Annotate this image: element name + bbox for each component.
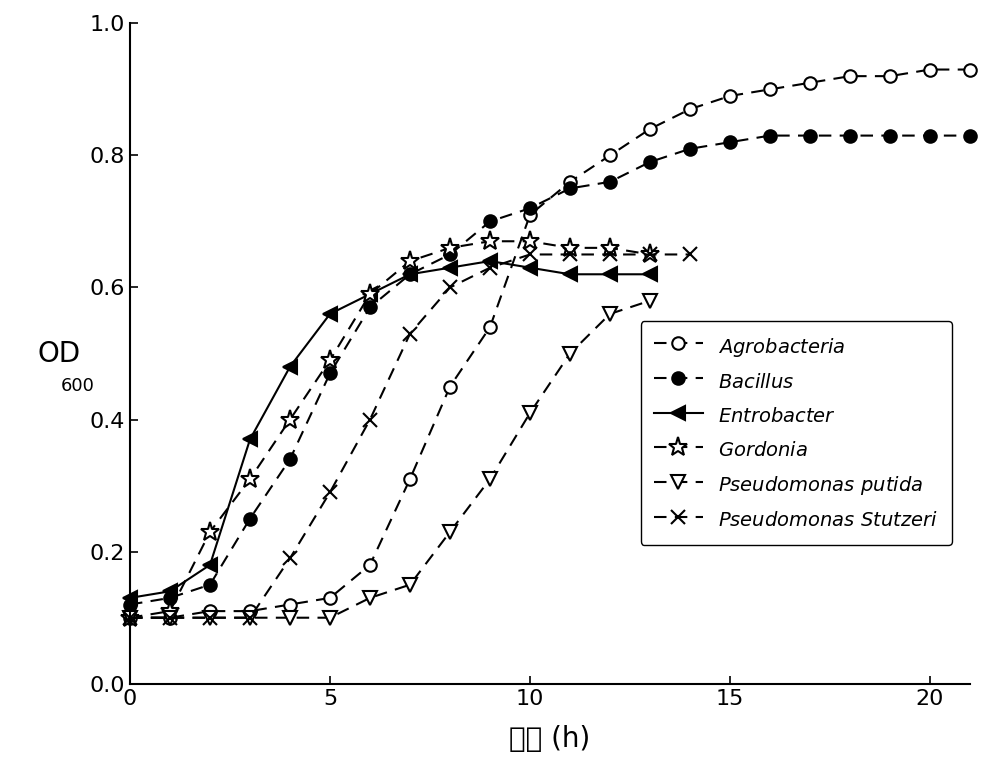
- Legend: $\it{Agrobacteria}$, $\it{Bacillus}$, $\it{Entrobacter}$, $\it{Gordonia}$, $\it{: $\it{Agrobacteria}$, $\it{Bacillus}$, $\…: [641, 321, 952, 545]
- X-axis label: 时间 (h): 时间 (h): [509, 725, 591, 753]
- Text: 600: 600: [61, 377, 95, 395]
- Text: OD: OD: [37, 340, 80, 368]
